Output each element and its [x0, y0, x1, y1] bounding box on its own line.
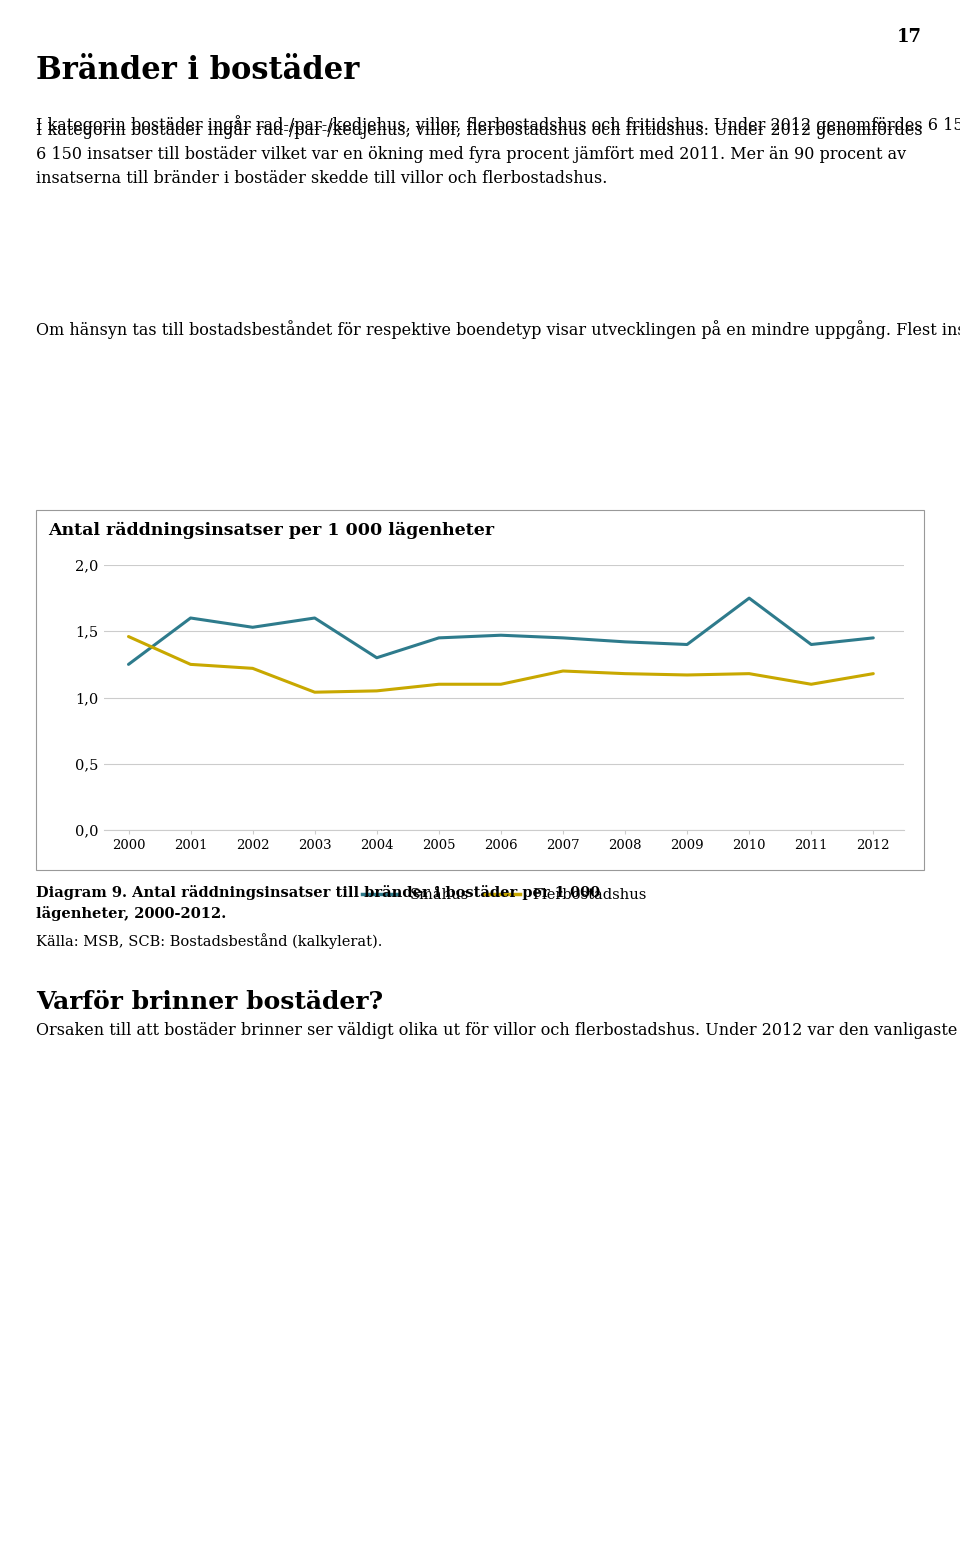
- Text: I kategorin bostäder ingår rad-/par-/kedjehus, villor, flerbostadshus och fritid: I kategorin bostäder ingår rad-/par-/ked…: [36, 120, 924, 188]
- Legend: Småhus, Flerbostadshus: Småhus, Flerbostadshus: [356, 882, 652, 907]
- Text: Varför brinner bostäder?: Varför brinner bostäder?: [36, 990, 384, 1013]
- Text: Källa: MSB, SCB: Bostadsbestånd (kalkylerat).: Källa: MSB, SCB: Bostadsbestånd (kalkyle…: [36, 934, 383, 949]
- Text: Om hänsyn tas till bostadsbeståndet för respektive boendetyp visar utvecklingen : Om hänsyn tas till bostadsbeståndet för …: [36, 321, 960, 339]
- Text: Orsaken till att bostäder brinner ser väldigt olika ut för villor och flerbostad: Orsaken till att bostäder brinner ser vä…: [36, 1020, 960, 1038]
- Text: 17: 17: [897, 28, 922, 45]
- Text: Bränder i bostäder: Bränder i bostäder: [36, 55, 360, 86]
- Text: Diagram 9. Antal räddningsinsatser till bränder i bostäder per 1 000
lägenheter,: Diagram 9. Antal räddningsinsatser till …: [36, 885, 601, 921]
- Text: I kategorin bostäder ingår rad-/par-/kedjehus, villor, flerbostadshus och fritid: I kategorin bostäder ingår rad-/par-/ked…: [36, 116, 960, 135]
- Text: Antal räddningsinsatser per 1 000 lägenheter: Antal räddningsinsatser per 1 000 lägenh…: [48, 522, 494, 540]
